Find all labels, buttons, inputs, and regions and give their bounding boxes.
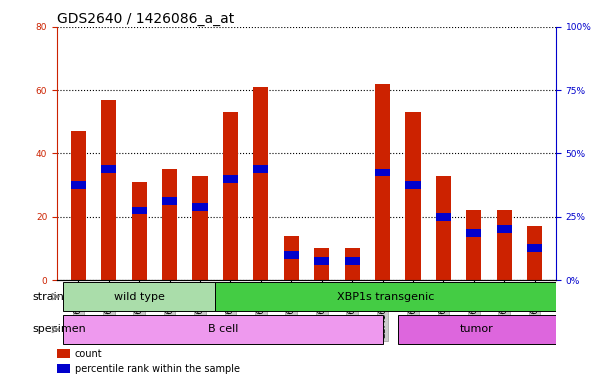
Bar (162, 169, 177, 280)
Text: percentile rank within the sample: percentile rank within the sample (75, 364, 240, 374)
Bar (405, 181, 421, 189)
Text: tumor: tumor (460, 324, 493, 334)
Bar (496, 225, 512, 233)
Bar (132, 207, 147, 214)
Text: XBP1s transgenic: XBP1s transgenic (337, 291, 435, 301)
Text: GDS2640 / 1426086_a_at: GDS2640 / 1426086_a_at (57, 12, 234, 26)
Bar (466, 228, 481, 237)
Bar (57, 349, 70, 358)
Text: specimen: specimen (33, 324, 87, 334)
Bar (527, 245, 542, 252)
Bar (192, 175, 208, 280)
Bar (375, 169, 390, 176)
Bar (436, 213, 451, 221)
Bar (314, 248, 329, 280)
Bar (101, 100, 117, 280)
Bar (57, 364, 70, 373)
Bar (253, 166, 269, 173)
Bar (527, 226, 542, 280)
Bar (436, 175, 451, 280)
Bar (466, 210, 481, 280)
Bar (496, 210, 512, 280)
Bar (101, 166, 117, 173)
Bar (344, 257, 360, 265)
Bar (405, 113, 421, 280)
Bar (223, 175, 238, 183)
Bar (71, 131, 86, 280)
Text: strain: strain (33, 291, 65, 301)
Text: B cell: B cell (208, 324, 238, 334)
Bar (215, 282, 556, 311)
Bar (63, 282, 215, 311)
Bar (284, 251, 299, 259)
Bar (63, 314, 383, 344)
Bar (223, 113, 238, 280)
Bar (192, 204, 208, 211)
Text: wild type: wild type (114, 291, 165, 301)
Bar (314, 257, 329, 265)
Bar (375, 84, 390, 280)
Bar (162, 197, 177, 205)
Bar (284, 236, 299, 280)
Bar (132, 182, 147, 280)
Text: count: count (75, 349, 102, 359)
Bar (344, 248, 360, 280)
Bar (398, 314, 556, 344)
Bar (71, 181, 86, 189)
Bar (253, 87, 269, 280)
